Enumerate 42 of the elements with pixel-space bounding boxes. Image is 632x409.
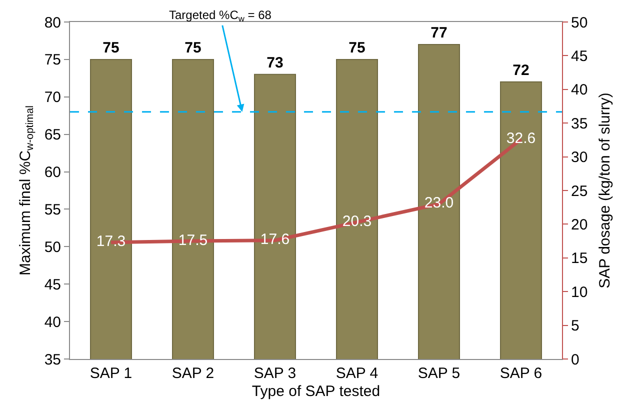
y2-tick-label: 45 bbox=[571, 48, 588, 65]
data-label: 17.3 bbox=[96, 233, 126, 250]
y-tick-label: 75 bbox=[44, 52, 61, 69]
data-label: 75 bbox=[348, 39, 366, 56]
data-label: 32.6 bbox=[506, 130, 536, 148]
y-tick-label: 80 bbox=[44, 14, 61, 32]
y-tick-label: 55 bbox=[44, 201, 61, 218]
y2-tick-label: 50 bbox=[571, 14, 588, 32]
data-label: 72 bbox=[512, 62, 530, 79]
x-axis-title: Type of SAP tested bbox=[252, 383, 380, 400]
data-label: 20.3 bbox=[342, 212, 372, 230]
x-tick-label: SAP 6 bbox=[500, 365, 542, 382]
data-label: 75 bbox=[102, 39, 120, 56]
y-tick-label: 60 bbox=[44, 164, 61, 182]
y2-tick-label: 20 bbox=[571, 216, 588, 234]
x-tick-label: SAP 3 bbox=[254, 365, 296, 382]
y-tick-label: 65 bbox=[44, 126, 61, 144]
y2-tick-label: 0 bbox=[571, 351, 580, 368]
x-tick-label: SAP 5 bbox=[418, 365, 460, 382]
data-label: 75 bbox=[184, 39, 202, 56]
y2-axis-title: SAP dosage (kg/ton of slurry) bbox=[596, 92, 614, 288]
x-tick-label: SAP 1 bbox=[90, 365, 132, 382]
y-tick-label: 70 bbox=[44, 89, 61, 106]
y2-tick-label: 5 bbox=[571, 318, 580, 335]
y2-tick-label: 40 bbox=[571, 82, 588, 99]
y2-tick-label: 25 bbox=[571, 182, 588, 200]
y-tick-label: 50 bbox=[44, 238, 61, 256]
y2-tick-label: 30 bbox=[571, 149, 588, 166]
y2-tick-label: 10 bbox=[571, 284, 588, 301]
data-label: 23.0 bbox=[424, 194, 454, 212]
data-label: 17.6 bbox=[260, 231, 290, 248]
y-tick-label: 40 bbox=[44, 314, 61, 331]
y2-tick-label: 15 bbox=[571, 250, 588, 268]
y-tick-label: 45 bbox=[44, 276, 61, 294]
y2-tick-label: 35 bbox=[571, 115, 588, 132]
x-tick-label: SAP 2 bbox=[172, 365, 214, 382]
data-label: 17.5 bbox=[178, 232, 208, 249]
y-tick-label: 35 bbox=[44, 351, 61, 368]
data-label: 73 bbox=[266, 54, 284, 72]
data-label: 77 bbox=[430, 24, 448, 42]
x-tick-label: SAP 4 bbox=[336, 365, 378, 382]
ref-line-label: Targeted %C$_{w}$ = 68 bbox=[169, 8, 272, 24]
